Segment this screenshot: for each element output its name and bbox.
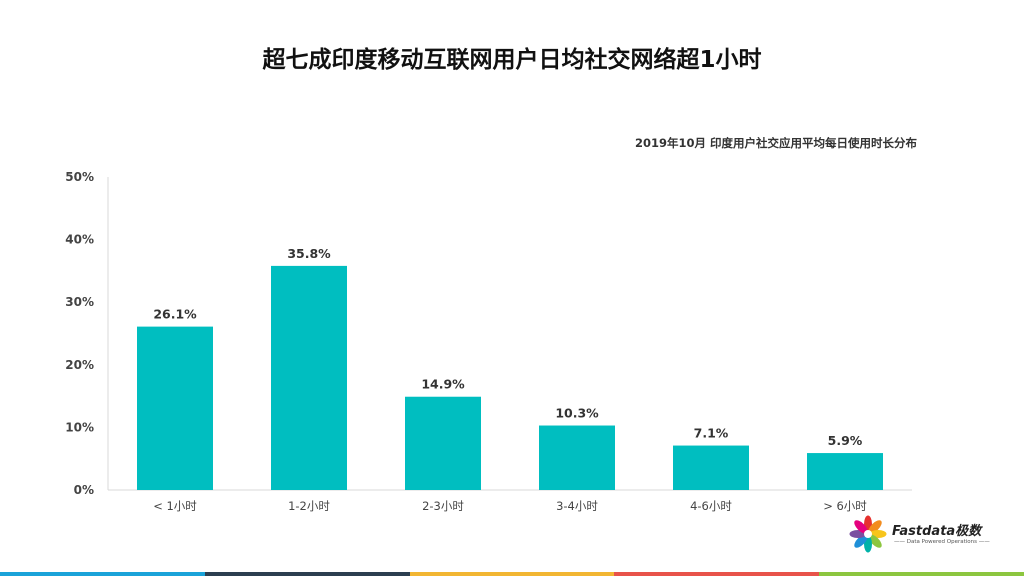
bar [271,265,347,490]
data-label: 5.9% [828,433,863,448]
bar [673,445,749,490]
x-tick-label: 3-4小时 [556,499,598,513]
bar [405,396,481,490]
data-label: 10.3% [555,406,599,421]
logo-petal [854,534,868,548]
footer-color-segment [614,572,820,576]
logo-flower-icon [849,515,887,553]
footer-color-segment [0,572,205,576]
bar [807,453,883,490]
x-tick-label: 1-2小时 [288,499,330,513]
x-tick-label: < 1小时 [153,499,197,513]
chart-subtitle: 2019年10月 印度用户社交应用平均每日使用时长分布 [634,136,917,150]
fastdata-logo: Fastdata极数 —— Data Powered Operations —— [848,512,1008,556]
data-label: 26.1% [153,307,197,322]
footer-color-segment [819,572,1024,576]
data-label: 14.9% [421,377,465,392]
logo-tagline: —— Data Powered Operations —— [894,539,990,545]
y-tick-label: 0% [74,483,94,497]
chart-title: 超七成印度移动互联网用户日均社交网络超1小时 [262,47,762,73]
y-tick-label: 10% [65,420,94,434]
logo-petal [868,534,882,548]
data-label: 35.8% [287,246,331,261]
bar [539,425,615,490]
x-tick-label: 2-3小时 [422,499,464,513]
x-tick-label: > 6小时 [823,499,867,513]
footer-color-bar [0,572,1024,576]
logo-name: Fastdata极数 [892,524,982,539]
data-label: 7.1% [694,426,729,441]
logo-petal [868,520,882,534]
logo-petal [854,520,868,534]
y-tick-label: 30% [65,295,94,309]
footer-color-segment [204,572,410,576]
logo-center [864,530,872,538]
footer-color-segment [409,572,615,576]
y-tick-label: 40% [65,233,94,247]
y-tick-label: 20% [65,358,94,372]
bar [137,326,213,490]
x-tick-label: 4-6小时 [690,499,732,513]
y-tick-label: 50% [65,170,94,184]
